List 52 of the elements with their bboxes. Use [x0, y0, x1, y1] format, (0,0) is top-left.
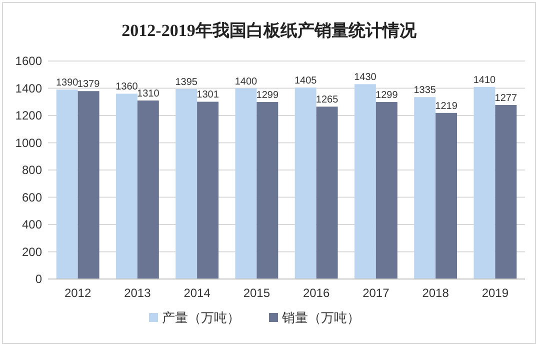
bar [316, 106, 338, 279]
data-label: 1265 [316, 94, 339, 106]
data-label: 1310 [137, 88, 160, 100]
bar [376, 102, 398, 279]
x-tick-label: 2015 [243, 286, 270, 300]
x-tick-label: 2014 [184, 286, 211, 300]
y-tick-label: 600 [22, 190, 42, 204]
y-tick-label: 0 [35, 272, 42, 286]
x-tick-label: 2019 [482, 286, 509, 300]
y-tick-label: 200 [22, 244, 42, 259]
x-tick-label: 2016 [302, 286, 330, 300]
bar [354, 84, 376, 279]
bar [78, 91, 100, 279]
data-label: 1299 [256, 90, 279, 102]
bar [235, 88, 257, 279]
y-tick-label: 1400 [15, 81, 42, 96]
x-tick-label: 2018 [422, 286, 450, 300]
y-tick-label: 800 [22, 163, 42, 177]
x-tick-label: 2012 [64, 286, 92, 300]
data-label: 1405 [294, 76, 318, 87]
bar [176, 88, 198, 279]
bar [197, 102, 219, 279]
y-tick-label: 400 [22, 218, 42, 232]
y-tick-label: 1200 [15, 108, 42, 122]
data-label: 1395 [175, 76, 198, 88]
bar [474, 86, 496, 279]
x-tick-label: 2013 [124, 286, 152, 300]
data-label: 1400 [234, 76, 258, 88]
bar [414, 97, 436, 279]
data-label: 1379 [77, 79, 100, 90]
data-label: 1335 [414, 85, 436, 96]
legend-label: 销量（万吨） [281, 310, 360, 325]
data-label: 1277 [494, 93, 518, 104]
data-label: 1410 [473, 74, 496, 86]
bar [256, 102, 278, 279]
y-tick-label: 1000 [15, 136, 42, 150]
data-label: 1301 [196, 90, 220, 101]
bar [436, 112, 458, 279]
y-tick-label: 1600 [15, 54, 42, 68]
data-label: 1219 [435, 100, 458, 112]
chart-title: 2012-2019年我国白板纸产销量统计情况 [122, 21, 418, 40]
bar [294, 88, 316, 279]
bar [116, 94, 138, 279]
data-label: 1390 [56, 78, 79, 89]
legend-label: 产量（万吨） [162, 310, 240, 325]
x-tick-label: 2017 [362, 286, 390, 300]
data-label: 1299 [376, 90, 398, 102]
bar [137, 100, 159, 279]
data-label: 1360 [116, 82, 138, 93]
data-label: 1430 [354, 72, 377, 84]
bar [56, 90, 78, 279]
bar [495, 105, 517, 279]
